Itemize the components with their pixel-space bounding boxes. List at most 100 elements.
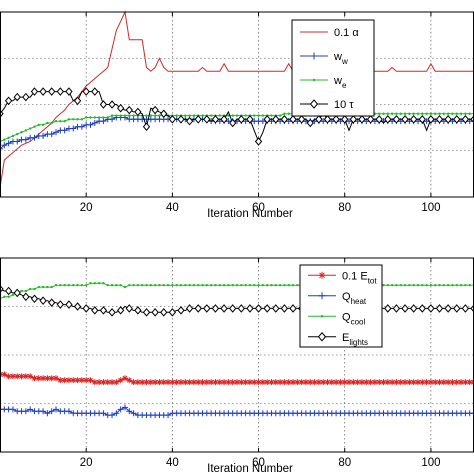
data-point-3-62 bbox=[265, 283, 269, 287]
chart-panel-1: 20 40 60 80 100 Iteration Number 0.1 α ww we 10 τ bbox=[0, 10, 474, 220]
data-point-3-30 bbox=[128, 283, 131, 287]
data-point-3-55 bbox=[235, 283, 239, 287]
data-point-1-58 bbox=[246, 379, 253, 386]
data-point-1-16 bbox=[65, 377, 72, 384]
data-point-3-67 bbox=[287, 112, 290, 115]
data-point-3-1 bbox=[3, 295, 6, 298]
data-point-3-34 bbox=[145, 114, 148, 117]
legend-label-4: Elights bbox=[342, 332, 368, 347]
data-point-4-108 bbox=[461, 115, 470, 124]
data-point-1-26 bbox=[109, 379, 116, 386]
data-point-4-106 bbox=[453, 115, 461, 124]
data-point-1-106 bbox=[453, 379, 460, 386]
data-point-4-86 bbox=[366, 115, 375, 124]
data-point-3-106 bbox=[455, 283, 458, 287]
data-point-1-105 bbox=[449, 379, 456, 386]
data-point-1-3 bbox=[9, 373, 16, 380]
data-point-1-22 bbox=[91, 379, 98, 386]
data-point-1-33 bbox=[139, 379, 146, 386]
data-point-3-104 bbox=[446, 112, 450, 115]
data-point-1-49 bbox=[208, 379, 215, 386]
data-point-4-24 bbox=[99, 306, 108, 315]
data-point-2-21 bbox=[87, 121, 94, 128]
data-point-3-28 bbox=[119, 114, 122, 117]
data-point-4-78 bbox=[332, 115, 340, 124]
data-point-3-93 bbox=[399, 283, 402, 287]
data-point-1-109 bbox=[466, 379, 473, 386]
data-point-4-106 bbox=[453, 304, 461, 313]
data-point-3-90 bbox=[386, 283, 390, 287]
data-point-1-62 bbox=[264, 379, 271, 386]
data-point-3-65 bbox=[278, 283, 282, 287]
data-point-1-25 bbox=[104, 379, 111, 386]
data-point-3-37 bbox=[158, 283, 161, 287]
data-point-3-105 bbox=[451, 283, 454, 287]
data-point-4-62 bbox=[263, 115, 271, 124]
data-point-2-31 bbox=[130, 410, 137, 417]
legend-label-2: ww bbox=[333, 51, 348, 66]
x-tick-label-100: 100 bbox=[421, 457, 440, 469]
data-point-3-45 bbox=[192, 114, 196, 117]
data-point-4-22 bbox=[91, 87, 99, 96]
data-point-3-14 bbox=[59, 119, 62, 123]
data-point-1-65 bbox=[277, 379, 284, 386]
data-point-1-102 bbox=[436, 379, 443, 386]
data-point-2-26 bbox=[109, 412, 116, 419]
data-point-1-12 bbox=[48, 375, 55, 382]
data-point-1-85 bbox=[363, 379, 370, 386]
data-point-1-35 bbox=[147, 379, 154, 386]
legend-label-2: Qheat bbox=[342, 291, 367, 306]
data-point-2-1 bbox=[1, 142, 8, 149]
data-point-1-38 bbox=[160, 379, 167, 386]
data-point-1-14 bbox=[57, 377, 64, 384]
legend-marker-2 bbox=[310, 52, 318, 60]
data-point-1-23 bbox=[96, 379, 103, 386]
data-point-3-54 bbox=[231, 283, 234, 287]
data-point-3-53 bbox=[227, 283, 230, 287]
data-point-4-6 bbox=[22, 292, 30, 302]
data-point-1-15 bbox=[61, 377, 68, 384]
data-point-4-56 bbox=[237, 304, 245, 313]
data-point-2-22 bbox=[91, 120, 98, 126]
data-point-4-100 bbox=[427, 304, 435, 313]
data-point-1-77 bbox=[328, 379, 335, 386]
data-point-4-52 bbox=[220, 304, 228, 313]
data-point-1-19 bbox=[78, 377, 85, 384]
data-point-1-98 bbox=[419, 379, 426, 386]
legend: 0.1 α ww we 10 τ bbox=[291, 19, 375, 117]
data-point-3-99 bbox=[425, 283, 428, 287]
data-point-3-38 bbox=[162, 283, 165, 287]
data-point-4-96 bbox=[410, 304, 418, 313]
data-point-1-20 bbox=[83, 377, 90, 384]
data-point-3-24 bbox=[102, 116, 105, 119]
data-point-4-100 bbox=[427, 115, 435, 124]
data-point-3-100 bbox=[429, 112, 433, 115]
data-point-3-64 bbox=[274, 283, 277, 287]
data-point-1-81 bbox=[346, 379, 353, 386]
legend-marker-4 bbox=[317, 331, 327, 342]
data-point-1-30 bbox=[126, 377, 133, 384]
data-point-3-51 bbox=[218, 283, 221, 287]
data-point-3-53 bbox=[227, 114, 230, 117]
data-point-2-7 bbox=[27, 406, 34, 413]
data-point-1-79 bbox=[337, 379, 344, 386]
data-point-3-44 bbox=[188, 114, 191, 117]
data-point-2-10 bbox=[40, 132, 47, 139]
data-point-3-27 bbox=[115, 283, 118, 287]
data-point-3-18 bbox=[76, 118, 79, 121]
data-point-1-4 bbox=[14, 373, 21, 380]
data-point-1-46 bbox=[195, 379, 202, 386]
data-point-3-6 bbox=[24, 129, 28, 132]
data-point-4-40 bbox=[168, 308, 177, 317]
data-point-4-28 bbox=[116, 306, 125, 315]
x-tick-label-20: 20 bbox=[80, 202, 93, 214]
series-4 bbox=[0, 284, 474, 317]
data-point-2-6 bbox=[22, 136, 29, 143]
data-point-3-24 bbox=[102, 282, 105, 285]
legend-label-3: Qcool bbox=[342, 311, 365, 326]
data-point-3-19 bbox=[80, 283, 84, 287]
data-point-4-18 bbox=[73, 96, 82, 106]
data-point-1-42 bbox=[177, 379, 184, 386]
data-point-1-76 bbox=[324, 379, 331, 386]
data-point-1-93 bbox=[397, 379, 404, 386]
